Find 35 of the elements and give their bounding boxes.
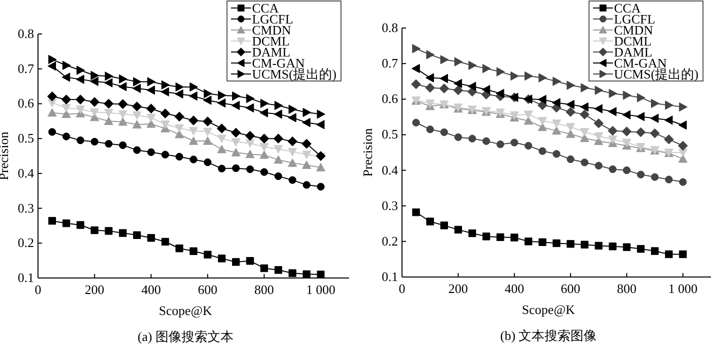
y-tick-label: 0.3 — [18, 200, 34, 216]
y-tick-label: 0.3 — [382, 198, 398, 213]
y-tick-label: 0.6 — [382, 91, 398, 106]
x-tick-label: 800 — [254, 282, 274, 297]
text: (b) 文本搜索图像 — [500, 328, 597, 343]
x-tick-label: 800 — [616, 281, 636, 296]
y-tick-label: 0.4 — [18, 165, 34, 180]
x-tick-label: 0 — [398, 281, 406, 296]
y-tick-label: 0.8 — [18, 26, 34, 41]
x-tick-label: 400 — [504, 281, 524, 296]
x-axis-title: Scope@K — [158, 303, 213, 318]
y-tick-label: 0.7 — [18, 60, 34, 76]
y-tick-label: 0.2 — [382, 233, 398, 248]
y-tick-label: 0.5 — [382, 126, 398, 142]
y-tick-label: 0.5 — [18, 130, 34, 146]
x-tick-label: 1 000 — [306, 282, 336, 297]
x-tick-label: 200 — [84, 282, 104, 297]
x-tick-label: 0 — [34, 282, 42, 297]
y-axis-title: Precision — [360, 128, 375, 177]
y-tick-label: 0.1 — [382, 269, 398, 284]
y-tick-label: 0.6 — [18, 96, 34, 111]
x-tick-label: 1 000 — [668, 281, 698, 296]
x-tick-label: 400 — [141, 282, 161, 297]
y-tick-label: 0.1 — [18, 270, 34, 285]
legend-label: UCMS(提出的) — [614, 66, 699, 82]
x-tick-label: 200 — [448, 281, 468, 296]
text: (a) 图像搜索文本 — [138, 329, 234, 344]
legend-label: UCMS(提出的) — [252, 66, 337, 82]
y-tick-label: 0.2 — [18, 235, 34, 250]
y-tick-label: 0.8 — [382, 20, 398, 35]
x-axis-title: Scope@K — [522, 302, 576, 317]
y-tick-label: 0.7 — [382, 56, 398, 71]
x-tick-label: 600 — [560, 281, 580, 296]
y-tick-label: 0.4 — [382, 162, 398, 178]
x-tick-label: 600 — [198, 282, 218, 297]
